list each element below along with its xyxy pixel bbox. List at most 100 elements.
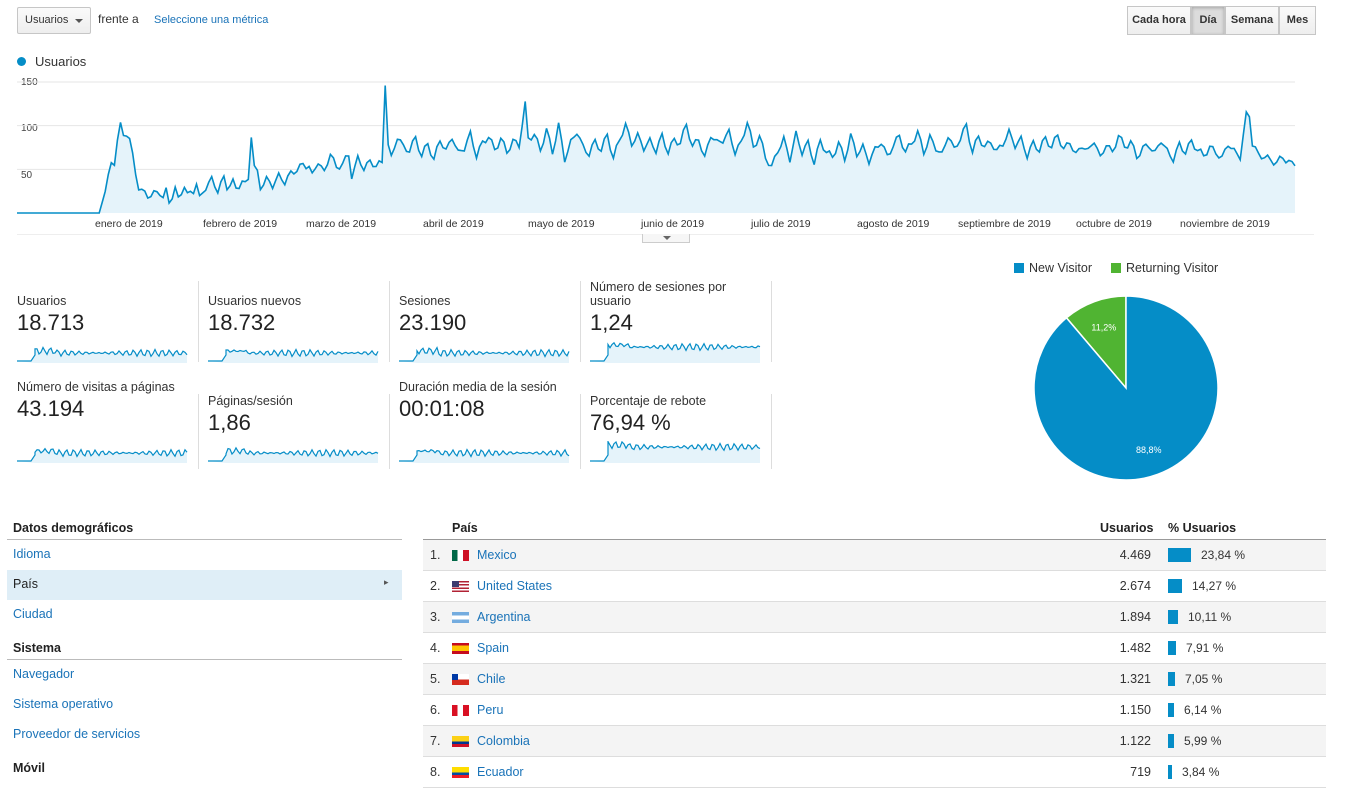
metric-label: Número de visitas a páginas [17,380,175,394]
granularity-hourly-button[interactable]: Cada hora [1127,6,1191,35]
country-link[interactable]: Argentina [477,610,531,624]
nav-item-city[interactable]: Ciudad [13,607,53,621]
users-value: 4.469 [1119,548,1151,562]
country-link[interactable]: United States [477,579,553,593]
metric-card[interactable]: Porcentaje de rebote 76,94 % [590,394,770,464]
table-row[interactable]: 1. Mexico 4.469 23,84 % [423,540,1326,571]
users-value: 1.122 [1119,734,1151,748]
metric-value: 18.732 [208,310,276,335]
row-rank: 2. [430,579,441,593]
x-tick-label: octubre de 2019 [1076,218,1152,230]
users-percent: 10,11 % [1188,610,1232,624]
nav-heading-mobile: Móvil [13,761,45,775]
metric-sparkline [399,448,570,463]
row-rank: 1. [430,548,441,562]
table-row[interactable]: 2. United States 2.674 14,27 % [423,571,1326,602]
users-percent: 7,05 % [1185,672,1223,686]
metric-value: 00:01:08 [399,396,485,421]
users-percent: 7,91 % [1186,641,1224,655]
country-link[interactable]: Peru [477,703,504,717]
divider [389,394,390,469]
country-link[interactable]: Chile [477,672,506,686]
column-header-pct-users[interactable]: % Usuarios [1168,521,1237,535]
metric-label: Usuarios nuevos [208,294,302,308]
divider [580,394,581,469]
granularity-month-button[interactable]: Mes [1279,6,1316,35]
country-link[interactable]: Spain [477,641,509,655]
x-tick-label: enero de 2019 [95,218,163,230]
metric-card[interactable]: Duración media de la sesión 00:01:08 [399,380,579,463]
metric-card[interactable]: Sesiones 23.190 [399,294,579,364]
metric-value: 76,94 % [590,410,671,435]
nav-heading-demographics: Datos demográficos [13,521,134,535]
nav-item-browser[interactable]: Navegador [13,667,75,681]
country-link[interactable]: Ecuador [477,765,524,779]
country-link[interactable]: Colombia [477,734,530,748]
y-tick-label: 100 [21,123,38,134]
x-tick-label: mayo de 2019 [528,218,595,230]
metric-card[interactable]: Usuarios nuevos 18.732 [208,294,388,364]
table-row[interactable]: 3. Argentina 1.894 10,11 % [423,602,1326,633]
share-bar [1168,579,1182,593]
nav-item-service-provider[interactable]: Proveedor de servicios [13,727,141,741]
share-bar [1168,734,1174,748]
metric-card[interactable]: Usuarios 18.713 [17,294,197,364]
column-header-users[interactable]: Usuarios [1100,521,1154,535]
divider [580,281,581,362]
x-tick-label: febrero de 2019 [203,218,278,230]
divider [198,281,199,362]
table-row[interactable]: 4. Spain 1.482 7,91 % [423,633,1326,664]
table-row[interactable]: 6. Peru 1.150 6,14 % [423,695,1326,726]
metric-card[interactable]: Número de visitas a páginas 43.194 [17,380,197,463]
table-row[interactable]: 7. Colombia 1.122 5,99 % [423,726,1326,757]
nav-item-os[interactable]: Sistema operativo [13,697,114,711]
x-tick-label: abril de 2019 [423,218,484,230]
users-value: 1.321 [1119,672,1151,686]
chevron-down-icon [75,19,83,23]
nav-item-country[interactable] [7,570,402,600]
country-flag-icon [452,581,469,592]
metric-sparkline [17,346,188,363]
granularity-week-button[interactable]: Semana [1225,6,1279,35]
share-bar [1168,765,1172,779]
pie-legend-returning: Returning Visitor [1111,261,1218,275]
users-value: 1.150 [1119,703,1151,717]
row-rank: 8. [430,765,441,779]
visitor-type-pie-chart[interactable]: 11,2% 88,8% [1030,292,1222,484]
select-metric-link[interactable]: Seleccione una métrica [154,14,269,26]
share-bar [1168,672,1175,686]
legend-swatch [1014,263,1024,273]
country-link[interactable]: Mexico [477,548,517,562]
row-rank: 7. [430,734,441,748]
granularity-day-button[interactable]: Día [1191,6,1225,35]
divider [7,539,402,540]
share-bar [1168,703,1174,717]
pie-slice-returning-visitor[interactable] [1065,295,1127,391]
share-bar [1168,610,1178,624]
chart-expander-handle[interactable] [642,234,690,243]
users-line-chart[interactable] [17,70,1317,235]
nav-item-language[interactable]: Idioma [13,547,51,561]
table-row[interactable]: 5. Chile 1.321 7,05 % [423,664,1326,695]
metric-card[interactable]: Número de sesiones por usuario 1,24 [590,280,770,363]
pie-slice-label: 88,8% [1136,445,1162,455]
metric-card[interactable]: Páginas/sesión 1,86 [208,394,388,464]
pie-slice-new-visitor[interactable] [1033,295,1219,481]
metric-select-value: Usuarios [25,14,69,26]
series-legend-dot [17,57,26,66]
users-percent: 14,27 % [1192,579,1237,593]
divider [7,659,402,660]
share-bar [1168,548,1191,562]
metric-select[interactable]: Usuarios [17,7,91,34]
metric-sparkline [590,341,761,363]
series-line [17,85,1296,214]
table-row[interactable]: 8. Ecuador 719 3,84 % [423,757,1326,788]
divider [423,539,1326,540]
users-percent: 5,99 % [1184,734,1222,748]
pie-legend-label: New Visitor [1029,261,1092,275]
x-tick-label: noviembre de 2019 [1180,218,1270,230]
metric-label: Porcentaje de rebote [590,394,707,408]
metric-label: Número de sesiones por usuario [590,280,727,308]
nav-heading-system: Sistema [13,641,61,655]
series-area [17,85,1295,213]
